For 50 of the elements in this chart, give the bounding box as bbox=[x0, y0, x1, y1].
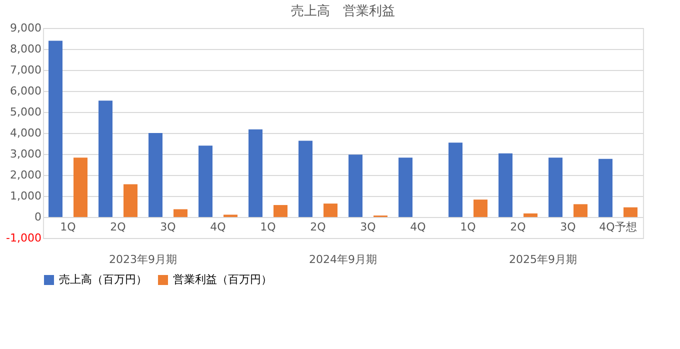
x-tick-label: 4Q bbox=[410, 220, 426, 234]
y-tick-label: 4,000 bbox=[10, 126, 42, 140]
bar bbox=[348, 154, 362, 217]
bar bbox=[274, 205, 288, 217]
y-tick-label: 7,000 bbox=[10, 64, 42, 76]
bar bbox=[48, 40, 62, 217]
legend-label: 営業利益（百万円） bbox=[173, 273, 272, 286]
x-tick-label: 2Q bbox=[110, 220, 126, 234]
bar bbox=[74, 158, 88, 217]
chart-title: 売上高 営業利益 bbox=[291, 3, 395, 19]
bar bbox=[198, 146, 212, 217]
bar bbox=[598, 158, 612, 217]
bar bbox=[548, 158, 562, 217]
x-tick-label: 1Q bbox=[260, 220, 276, 234]
bar bbox=[148, 133, 162, 217]
y-tick-label: 0 bbox=[34, 210, 42, 224]
bar bbox=[448, 142, 462, 217]
y-tick-label: 8,000 bbox=[10, 42, 42, 56]
x-tick-label: 3Q bbox=[360, 220, 376, 234]
bar bbox=[524, 213, 538, 217]
x-tick-label: 2Q bbox=[310, 220, 326, 234]
y-tick-label: 1,000 bbox=[10, 190, 42, 202]
y-tick-label: 2,000 bbox=[10, 168, 42, 182]
y-tick-label: 3,000 bbox=[10, 148, 42, 160]
bar bbox=[248, 129, 262, 217]
bar bbox=[574, 204, 588, 217]
bar bbox=[98, 100, 112, 217]
x-tick-label: 1Q bbox=[60, 220, 76, 234]
y-tick-label: 5,000 bbox=[10, 106, 42, 118]
bar bbox=[474, 200, 488, 217]
x-tick-label: 2Q bbox=[510, 220, 526, 234]
x-tick-label: 3Q bbox=[560, 220, 576, 234]
bar bbox=[324, 204, 338, 217]
y-tick-label: -1,000 bbox=[6, 232, 42, 244]
y-tick-label: 6,000 bbox=[10, 84, 42, 98]
bar bbox=[498, 153, 512, 217]
x-tick-label: 1Q bbox=[460, 220, 476, 234]
text: 2024年9月期 bbox=[309, 253, 377, 266]
bar bbox=[624, 207, 638, 217]
text: 2025年9月期 bbox=[509, 253, 577, 266]
x-tick-label: 3Q bbox=[160, 220, 176, 234]
x-tick-label: 4Q bbox=[210, 220, 226, 234]
text: 2023年9月期 bbox=[109, 253, 177, 266]
bar bbox=[174, 209, 188, 217]
bar bbox=[298, 140, 312, 217]
x-tick-label: 4Q予想 bbox=[599, 220, 637, 234]
y-tick-label: 9,000 bbox=[10, 22, 42, 34]
bar bbox=[398, 158, 412, 217]
bar bbox=[124, 184, 138, 217]
legend-label: 売上高（百万円） bbox=[59, 273, 147, 286]
